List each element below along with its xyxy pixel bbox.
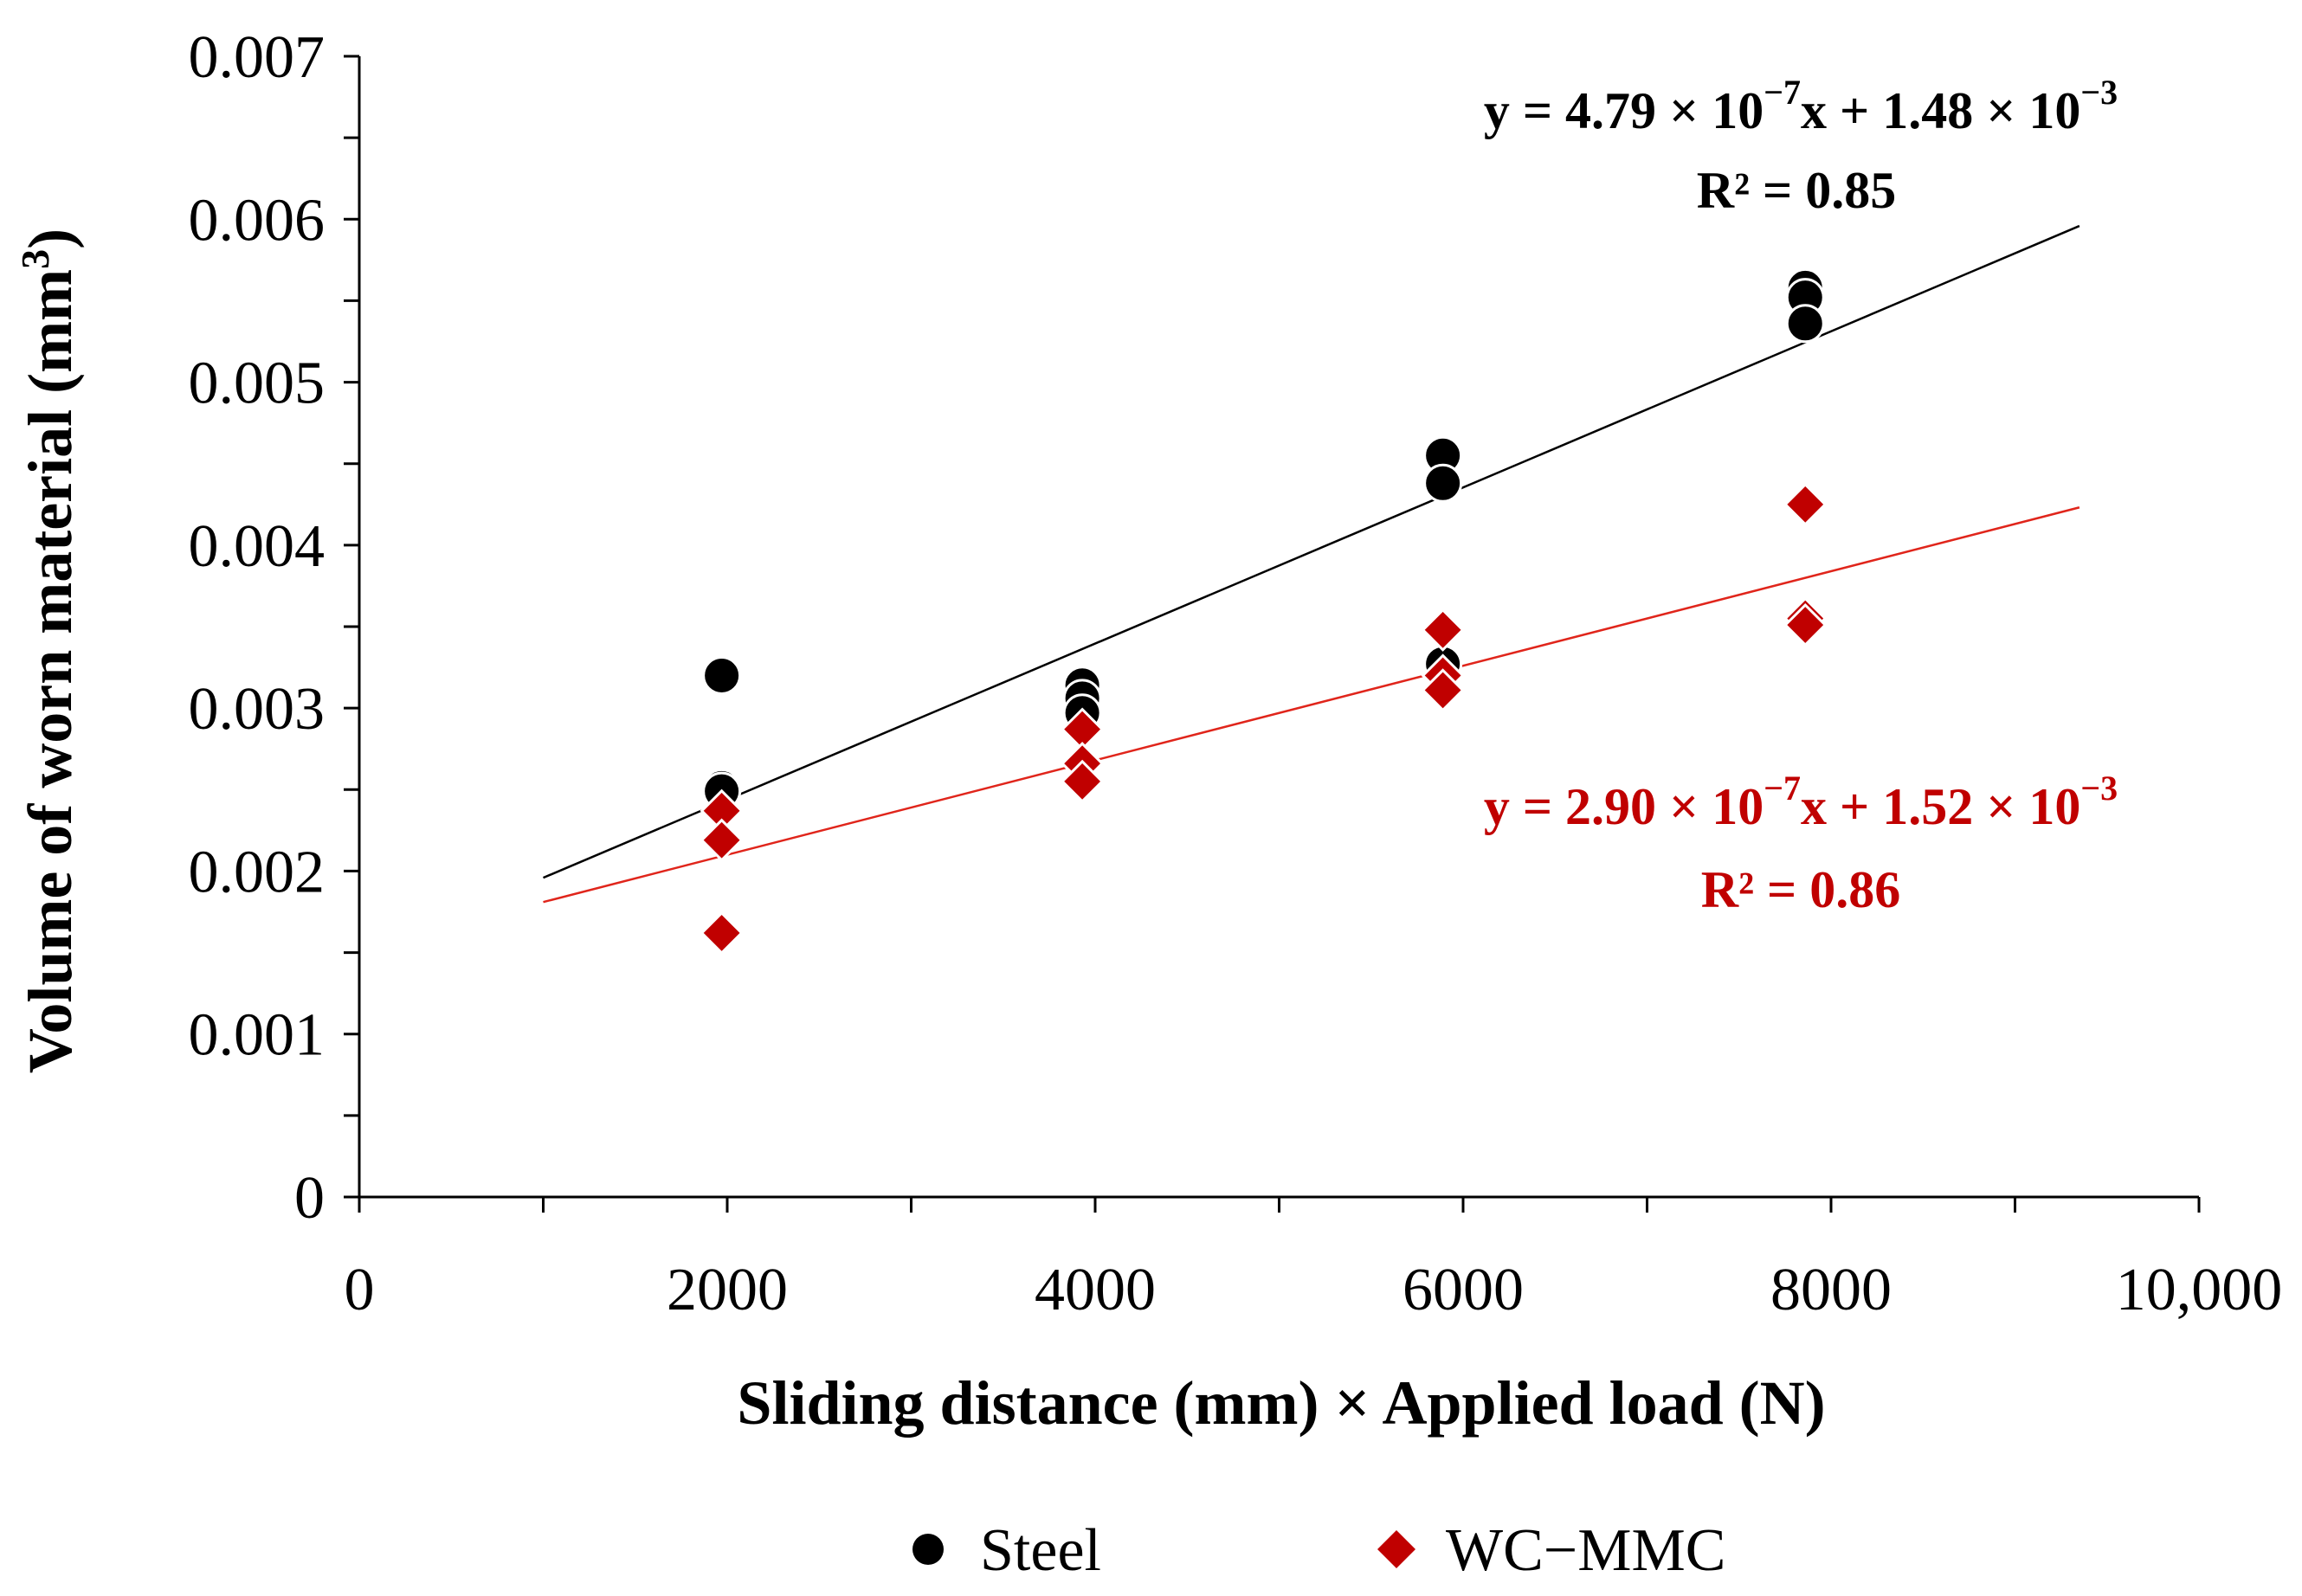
legend-wc-mmc-label: WC−MMC <box>1446 1517 1725 1584</box>
legend-wc-mmc-marker <box>1377 1530 1415 1568</box>
x-tick-label: 6000 <box>1402 1257 1524 1323</box>
wc-mmc-point <box>1421 668 1465 712</box>
wc-mmc-r2: R² = 0.86 <box>1701 861 1901 918</box>
chart-labels: y = 4.79 × 10−7x + 1.48 × 10−3 R² = 0.85… <box>13 73 2118 1438</box>
steel-r2: R² = 0.85 <box>1697 162 1897 219</box>
trend-line-wc-mmc <box>543 506 2080 904</box>
steel-point <box>702 655 742 695</box>
data-points <box>700 267 1828 956</box>
x-tick-label: 4000 <box>1035 1257 1156 1323</box>
y-tick-label: 0.007 <box>189 24 326 91</box>
steel-point <box>1785 304 1825 344</box>
y-tick-label: 0.006 <box>189 187 326 254</box>
x-axis-title: Sliding distance (mm) × Applied load (N) <box>737 1368 1825 1438</box>
legend-steel-marker <box>912 1534 944 1565</box>
wc-mmc-point <box>1783 602 1828 647</box>
wc-mmc-equation: y = 2.90 × 10−7x + 1.52 × 10−3 <box>1484 769 2118 835</box>
y-tick-label: 0.005 <box>189 351 326 417</box>
steel-point <box>1423 463 1463 503</box>
wc-mmc-point <box>1061 759 1105 803</box>
wc-mmc-point <box>700 911 744 956</box>
x-tick-label: 10,000 <box>2116 1257 2283 1323</box>
axes: 0 2000 4000 6000 8000 10,000 0 0.001 0.002 0.003 0… <box>189 24 2283 1323</box>
wc-mmc-point <box>1421 608 1465 652</box>
wc-mmc-point <box>1783 482 1828 526</box>
y-tick-label: 0.004 <box>189 513 326 580</box>
legend-steel-label: Steel <box>980 1517 1101 1584</box>
y-tick-label: 0.003 <box>189 676 326 743</box>
steel-equation: y = 4.79 × 10−7x + 1.48 × 10−3 <box>1484 73 2118 139</box>
legend: Steel WC−MMC <box>912 1517 1725 1584</box>
x-tick-label: 0 <box>345 1257 375 1323</box>
wc-mmc-point <box>700 818 744 862</box>
trend-lines <box>543 224 2080 904</box>
x-tick-label: 2000 <box>667 1257 788 1323</box>
y-tick-label: 0.001 <box>189 1002 326 1069</box>
trend-line-steel <box>543 224 2080 879</box>
x-tick-label: 8000 <box>1770 1257 1892 1323</box>
y-tick-label: 0.002 <box>189 839 326 905</box>
y-tick-label: 0 <box>294 1165 325 1232</box>
y-axis-title: Volume of worn material (mm3) <box>13 228 85 1073</box>
